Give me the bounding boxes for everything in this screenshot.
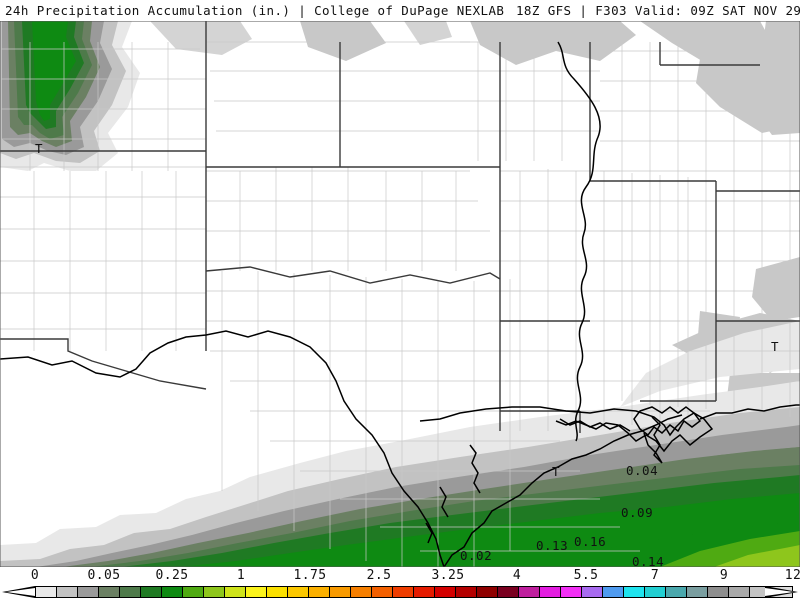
colorbar-swatch-25[interactable] <box>561 587 582 597</box>
value-label-014: 0.14 <box>632 554 665 567</box>
colorbar-swatch-16[interactable] <box>372 587 393 597</box>
colorbar-swatch-30[interactable] <box>666 587 687 597</box>
colorbar-tick-3-25: 3.25 <box>431 568 465 583</box>
colorbar-tick-0-05: 0.05 <box>87 568 121 583</box>
model-info: 18Z GFS | F303 Valid: 09Z SAT NOV 29 202… <box>516 3 800 18</box>
state-boundaries <box>0 21 800 433</box>
precipitation-map[interactable]: T T T 0.04 0.09 0.16 0.13 0.14 0.02 <box>0 21 800 567</box>
colorbar-swatch-29[interactable] <box>645 587 666 597</box>
colorbar-swatch-26[interactable] <box>582 587 603 597</box>
colorbar-swatch-10[interactable] <box>246 587 267 597</box>
colorbar[interactable]: 0 0.05 0.25 1 1.75 2.5 3.25 4 5.5 7 9 12 <box>0 567 800 600</box>
colorbar-swatch-11[interactable] <box>267 587 288 597</box>
colorbar-tick-4: 4 <box>512 568 522 583</box>
value-label-002: 0.02 <box>460 548 493 563</box>
value-label-016: 0.16 <box>574 534 607 549</box>
colorbar-swatch-20[interactable] <box>456 587 477 597</box>
colorbar-swatch-18[interactable] <box>414 587 435 597</box>
colorbar-swatch-32[interactable] <box>708 587 729 597</box>
colorbar-tick-7: 7 <box>650 568 660 583</box>
colorbar-swatch-1[interactable] <box>57 587 78 597</box>
colorbar-swatch-6[interactable] <box>162 587 183 597</box>
colorbar-swatch-8[interactable] <box>204 587 225 597</box>
colorbar-tick-labels: 0 0.05 0.25 1 1.75 2.5 3.25 4 5.5 7 9 12 <box>0 567 800 586</box>
colorbar-swatch-17[interactable] <box>393 587 414 597</box>
colorbar-swatch-19[interactable] <box>435 587 456 597</box>
colorbar-swatch-33[interactable] <box>729 587 750 597</box>
precip-fill-northwest <box>0 21 140 171</box>
value-label-004: 0.04 <box>626 463 659 478</box>
value-label-013: 0.13 <box>536 538 569 553</box>
colorbar-tick-5-5: 5.5 <box>573 568 599 583</box>
colorbar-tick-9: 9 <box>719 568 729 583</box>
value-label-009: 0.09 <box>621 505 654 520</box>
colorbar-swatch-7[interactable] <box>183 587 204 597</box>
colorbar-swatch-21[interactable] <box>477 587 498 597</box>
colorbar-swatch-4[interactable] <box>120 587 141 597</box>
colorbar-swatch-31[interactable] <box>687 587 708 597</box>
colorbar-tick-1: 1 <box>236 568 246 583</box>
page-title: 24h Precipitation Accumulation (in.) | C… <box>5 3 505 18</box>
colorbar-swatch-14[interactable] <box>330 587 351 597</box>
colorbar-swatch-28[interactable] <box>624 587 645 597</box>
colorbar-tick-2-5: 2.5 <box>366 568 392 583</box>
colorbar-swatch-22[interactable] <box>498 587 519 597</box>
colorbar-swatch-24[interactable] <box>540 587 561 597</box>
colorbar-swatch-0[interactable] <box>36 587 57 597</box>
colorbar-swatch-3[interactable] <box>99 587 120 597</box>
colorbar-tick-12: 12 <box>784 568 800 583</box>
county-boundaries <box>0 41 800 567</box>
colorbar-swatch-27[interactable] <box>603 587 624 597</box>
header-bar: 24h Precipitation Accumulation (in.) | C… <box>0 0 800 21</box>
colorbar-swatch-23[interactable] <box>519 587 540 597</box>
colorbar-swatch-15[interactable] <box>351 587 372 597</box>
colorbar-swatch-2[interactable] <box>78 587 99 597</box>
colorbar-swatch-9[interactable] <box>225 587 246 597</box>
colorbar-swatch-5[interactable] <box>141 587 162 597</box>
colorbar-tick-1-75: 1.75 <box>293 568 327 583</box>
trace-label-nm: T <box>35 141 44 156</box>
colorbar-arrow-right-fill <box>765 588 794 596</box>
map-canvas <box>0 21 800 567</box>
colorbar-swatches[interactable] <box>35 586 793 598</box>
colorbar-swatch-13[interactable] <box>309 587 330 597</box>
colorbar-arrow-left-fill <box>6 588 35 596</box>
colorbar-tick-0-25: 0.25 <box>155 568 189 583</box>
colorbar-swatch-12[interactable] <box>288 587 309 597</box>
colorbar-tick-0: 0 <box>30 568 40 583</box>
coastlines-and-rivers <box>0 41 800 567</box>
trace-label-ga: T <box>771 339 780 354</box>
trace-label-gulf: T <box>552 464 561 479</box>
